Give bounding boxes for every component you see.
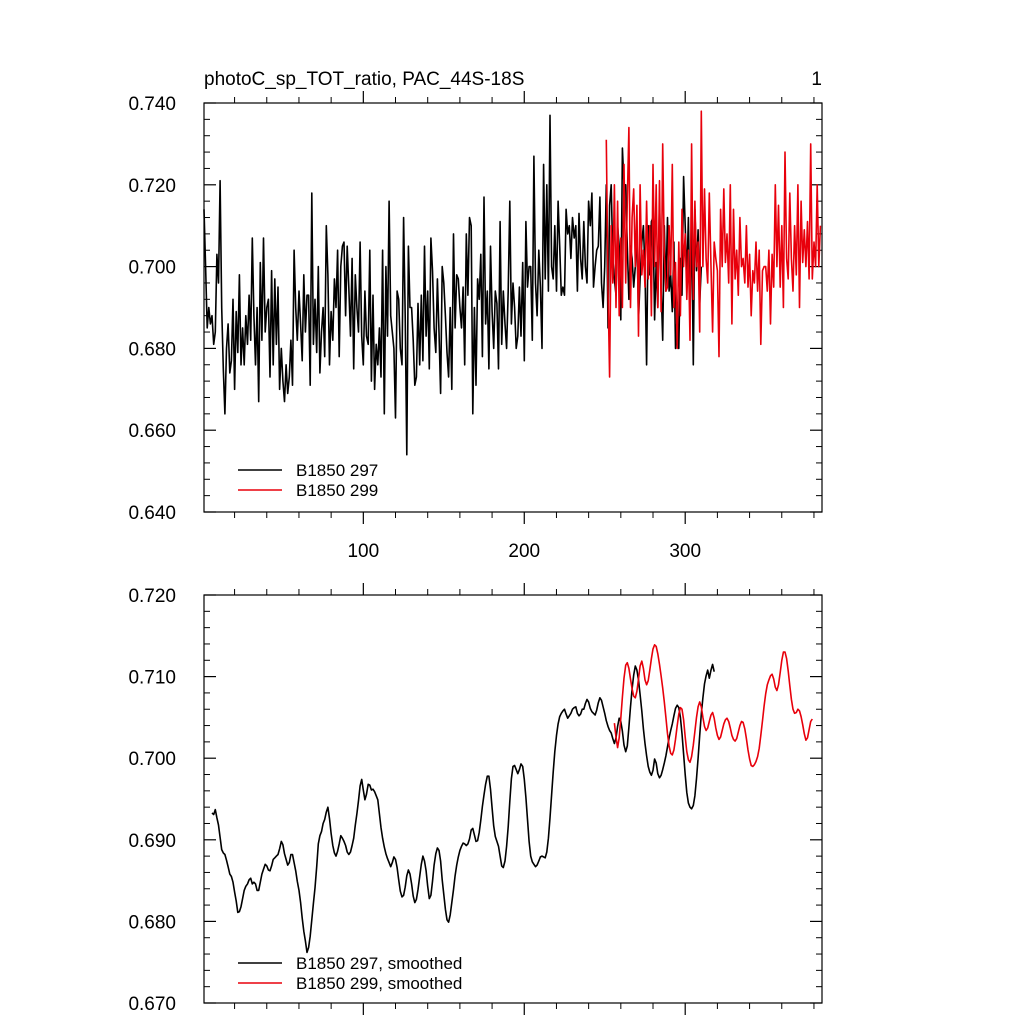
plot-frame — [203, 102, 823, 513]
chart-title: photoC_sp_TOT_ratio, PAC_44S-18S — [204, 69, 524, 90]
y-tick-label: 0.680 — [128, 339, 176, 360]
bottom-panel: 0.670 0.680 0.690 0.700 0.710 0.720 B1850 297,… — [128, 583, 823, 1015]
y-tick-label: 0.660 — [128, 421, 176, 442]
legend-label-2: B1850 299 — [296, 481, 378, 500]
y-tick-label: 0.700 — [128, 749, 176, 770]
legend-label-1: B1850 297, smoothed — [296, 954, 462, 973]
y-tick-label: 0.700 — [128, 258, 176, 279]
y-tick-label: 0.690 — [128, 831, 176, 852]
corner-label: 1 — [811, 69, 822, 90]
plot-frame — [203, 594, 823, 1004]
series-line-2 — [605, 110, 822, 378]
y-tick-label: 0.720 — [128, 586, 176, 607]
x-tick-label: 200 — [508, 541, 540, 562]
y-tick-label: 0.720 — [128, 176, 176, 197]
y-tick-label: 0.670 — [128, 994, 176, 1015]
legend-label-1: B1850 297 — [296, 461, 378, 480]
y-tick-label: 0.740 — [128, 94, 176, 115]
y-tick-label: 0.640 — [128, 503, 176, 524]
y-tick-label: 0.710 — [128, 668, 176, 689]
y-tick-label: 0.680 — [128, 912, 176, 933]
x-tick-label: 100 — [347, 541, 379, 562]
series-line-1 — [211, 663, 715, 954]
series-line-1 — [203, 114, 703, 456]
x-tick-label: 300 — [669, 541, 701, 562]
series-line-2 — [613, 643, 813, 768]
top-panel: photoC_sp_TOT_ratio, PAC_44S-18S 1 0.640… — [128, 69, 823, 562]
legend-label-2: B1850 299, smoothed — [296, 974, 462, 993]
